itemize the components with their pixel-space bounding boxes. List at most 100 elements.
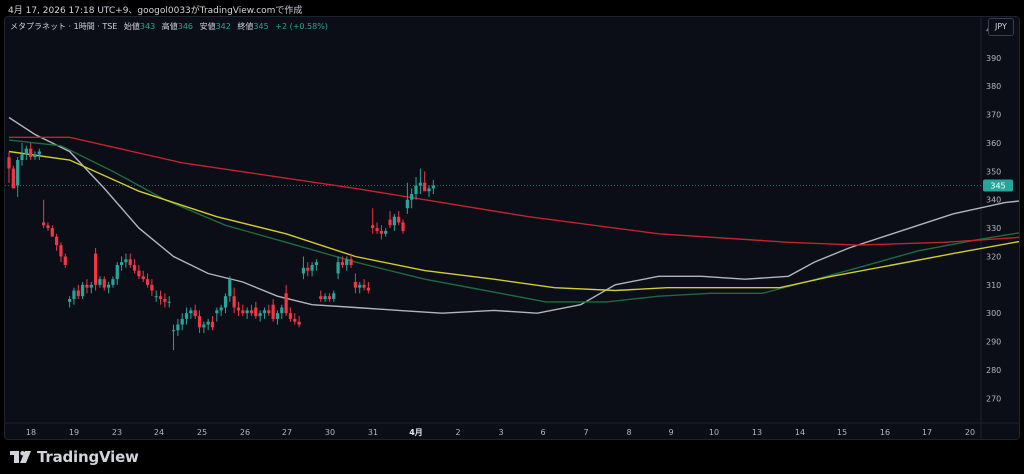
candle-body	[297, 321, 301, 325]
snapshot-caption: 4月 17, 2026 17:18 UTC+9、googol0033がTradi…	[8, 6, 303, 16]
candle-body	[63, 256, 67, 265]
x-tick-label: 19	[69, 428, 79, 437]
x-tick-label: 3	[498, 428, 503, 437]
candle-body	[197, 316, 202, 328]
candle-body	[258, 313, 262, 317]
moving-average-line-4	[9, 136, 1019, 246]
candle-body	[11, 168, 15, 189]
candle-body	[405, 199, 409, 209]
moving-average-line-2	[8, 139, 1019, 303]
x-tick-label: 17	[922, 428, 932, 437]
candle-body	[102, 279, 106, 288]
y-tick-label: 290	[986, 338, 1001, 347]
candle-body	[271, 304, 275, 319]
candle-body	[388, 219, 392, 226]
candle-body	[119, 262, 124, 265]
candle-body	[176, 324, 180, 331]
candle-body	[280, 307, 284, 314]
candle-body	[29, 148, 33, 158]
y-tick-label: 350	[986, 167, 1001, 176]
candle-body	[423, 182, 427, 192]
candle-body	[98, 279, 102, 285]
y-tick-label: 310	[986, 281, 1001, 290]
footer: TradingView	[10, 446, 139, 468]
chart-panel[interactable]: 2702802903003103203303403503603703803904…	[4, 16, 1020, 440]
candle-body	[401, 222, 405, 231]
last-price-badge	[983, 179, 1013, 192]
x-tick-label: 13	[752, 428, 762, 437]
y-tick-label: 340	[986, 196, 1001, 205]
candle-body	[241, 310, 245, 314]
x-tick-label: 10	[709, 428, 719, 437]
close-value: 345	[253, 22, 269, 31]
x-tick-label: 23	[112, 428, 122, 437]
candle-body	[397, 216, 401, 223]
y-tick-label: 280	[986, 366, 1001, 375]
x-tick-label: 20	[965, 428, 975, 437]
y-tick-label: 320	[986, 252, 1001, 261]
x-tick-label: 4月	[409, 428, 423, 437]
high-label: 高値	[161, 22, 178, 31]
x-tick-label: 8	[626, 428, 631, 437]
low-label: 安値	[199, 22, 216, 31]
x-tick-label: 14	[795, 428, 805, 437]
candle-body	[189, 310, 193, 314]
candle-body	[366, 287, 370, 291]
x-tick-label: 30	[325, 428, 335, 437]
last-price-label: 345	[990, 182, 1005, 191]
currency-button[interactable]: JPY	[988, 18, 1014, 36]
candle-body	[306, 267, 310, 271]
candle-body	[193, 310, 197, 317]
candle-body	[262, 310, 267, 314]
candle-body	[427, 188, 431, 192]
candle-body	[124, 259, 128, 263]
candle-body	[228, 279, 232, 297]
candle-body	[184, 313, 189, 319]
candle-body	[145, 279, 150, 285]
candle-body	[76, 290, 80, 297]
candle-body	[72, 290, 76, 300]
candle-body	[353, 281, 357, 288]
candle-body	[180, 318, 184, 325]
candle-body	[154, 296, 158, 298]
candle-body	[202, 324, 206, 328]
symbol-name: メタプラネット · 1時間 · TSE	[10, 22, 118, 31]
candlestick-chart[interactable]: 2702802903003103203303403503603703803904…	[5, 17, 1020, 440]
candle-body	[163, 299, 167, 302]
candle-body	[16, 160, 20, 186]
candle-body	[81, 284, 85, 297]
candle-body	[167, 301, 171, 303]
candle-body	[59, 245, 63, 257]
candle-body	[94, 253, 98, 285]
symbol-legend[interactable]: メタプラネット · 1時間 · TSE 始値343 高値346 安値342 終値…	[10, 21, 328, 32]
candle-body	[336, 262, 340, 274]
x-tick-label: 16	[880, 428, 890, 437]
candle-body	[232, 296, 236, 308]
y-tick-label: 270	[986, 394, 1001, 403]
candle-body	[141, 276, 145, 280]
candle-body	[20, 154, 24, 161]
candle-body	[55, 236, 59, 246]
candle-body	[68, 299, 72, 302]
candle-body	[132, 264, 137, 271]
candle-body	[327, 296, 332, 300]
change-value: +2 (+0.58%)	[275, 22, 328, 31]
candle-body	[236, 307, 241, 311]
candle-body	[362, 284, 366, 288]
x-tick-label: 24	[154, 428, 164, 437]
candle-body	[340, 262, 345, 265]
x-tick-label: 15	[837, 428, 847, 437]
y-tick-label: 360	[986, 139, 1001, 148]
candle-body	[223, 296, 228, 308]
candle-body	[293, 318, 297, 322]
close-label: 終値	[237, 22, 254, 31]
candle-body	[46, 225, 50, 229]
candle-body	[249, 310, 254, 314]
candle-body	[24, 148, 28, 155]
candle-body	[171, 330, 176, 332]
candle-body	[106, 284, 111, 288]
candle-body	[418, 182, 422, 186]
candle-body	[375, 228, 379, 231]
candle-body	[275, 313, 280, 319]
candle-body	[115, 264, 119, 280]
